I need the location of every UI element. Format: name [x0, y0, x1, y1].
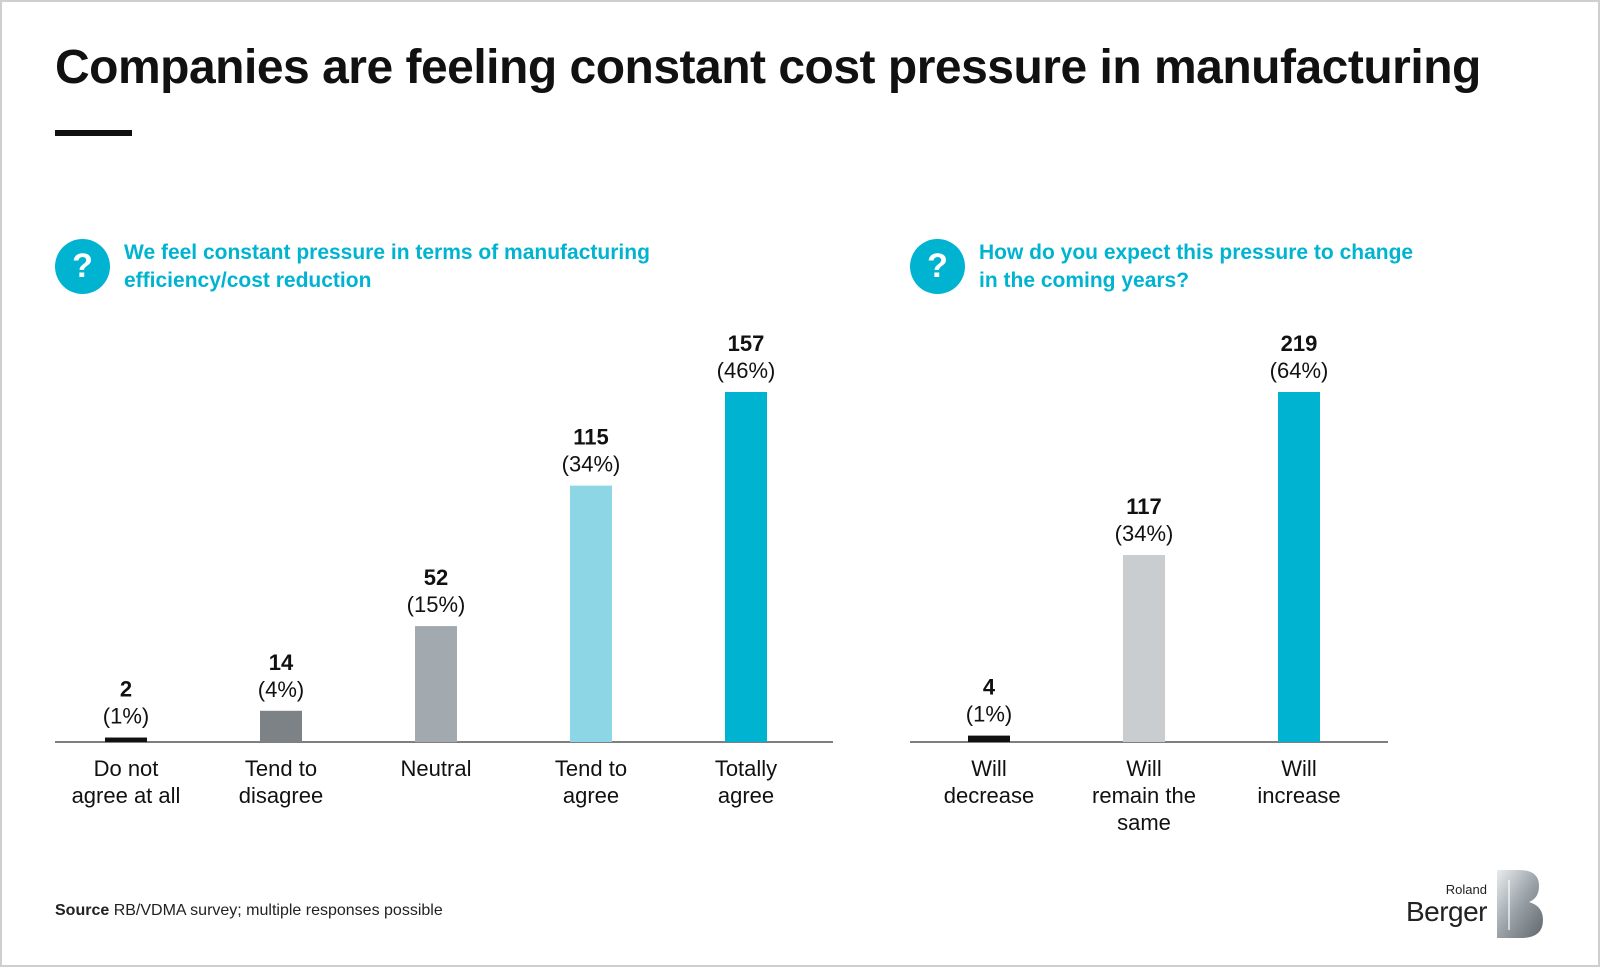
category-label: remain the [1092, 783, 1196, 808]
data-label-value: 14 [269, 650, 294, 675]
data-label-value: 4 [983, 675, 996, 700]
roland-berger-logo: Roland Berger [1397, 868, 1547, 948]
title-underline [55, 130, 132, 136]
question-icon: ? [55, 239, 110, 294]
category-label: agree at all [72, 783, 181, 808]
data-label-percent: (34%) [1115, 521, 1174, 546]
source-label: Source [55, 902, 110, 919]
left-question-line-1: We feel constant pressure in terms of ma… [124, 241, 650, 264]
bar [725, 392, 767, 742]
bar [105, 737, 147, 742]
data-label-value: 219 [1281, 331, 1318, 356]
category-label: Will [971, 756, 1006, 781]
left-question-line-2: efficiency/cost reduction [124, 269, 372, 292]
logo-b-mark-icon [1497, 870, 1543, 938]
data-label-percent: (46%) [717, 358, 776, 383]
category-label: Tend to [555, 756, 627, 781]
left-question-text: We feel constant pressure in terms of ma… [124, 239, 650, 295]
right-question-text: How do you expect this pressure to chang… [979, 239, 1413, 295]
category-label: increase [1257, 783, 1340, 808]
logo-text-berger: Berger [1405, 896, 1488, 927]
source-text: RB/VDMA survey; multiple responses possi… [113, 902, 443, 919]
category-label: Tend to [245, 756, 317, 781]
data-label-value: 117 [1126, 494, 1162, 519]
category-label: Totally [715, 756, 777, 781]
data-label-percent: (1%) [103, 704, 149, 729]
bar [415, 626, 457, 742]
category-label: Will [1126, 756, 1161, 781]
source-note: Source RB/VDMA survey; multiple response… [55, 902, 443, 920]
data-label-percent: (64%) [1270, 358, 1329, 383]
bar [1278, 392, 1320, 742]
category-label: Will [1281, 756, 1316, 781]
data-label-percent: (1%) [966, 702, 1012, 727]
category-label: same [1117, 810, 1171, 835]
bar [968, 735, 1010, 742]
right-question-line-1: How do you expect this pressure to chang… [979, 241, 1414, 264]
category-label: agree [563, 783, 619, 808]
question-icon: ? [910, 239, 965, 294]
bar [1123, 555, 1165, 742]
data-label-percent: (4%) [258, 677, 304, 702]
data-label-value: 115 [573, 425, 609, 450]
data-label-percent: (34%) [562, 452, 621, 477]
slide-title: Companies are feeling constant cost pres… [55, 41, 1481, 94]
category-label: Neutral [401, 756, 472, 781]
bar [260, 710, 302, 742]
category-label: decrease [944, 783, 1035, 808]
bar [570, 485, 612, 742]
category-label: agree [718, 783, 774, 808]
data-label-percent: (15%) [407, 592, 466, 617]
category-label: disagree [239, 783, 323, 808]
category-label: Do not [94, 756, 159, 781]
right-question-line-2: in the coming years? [979, 269, 1190, 292]
logo-text-roland: Roland [1445, 882, 1487, 897]
data-label-value: 52 [424, 565, 448, 590]
data-label-value: 157 [728, 331, 765, 356]
data-label-value: 2 [120, 677, 132, 702]
